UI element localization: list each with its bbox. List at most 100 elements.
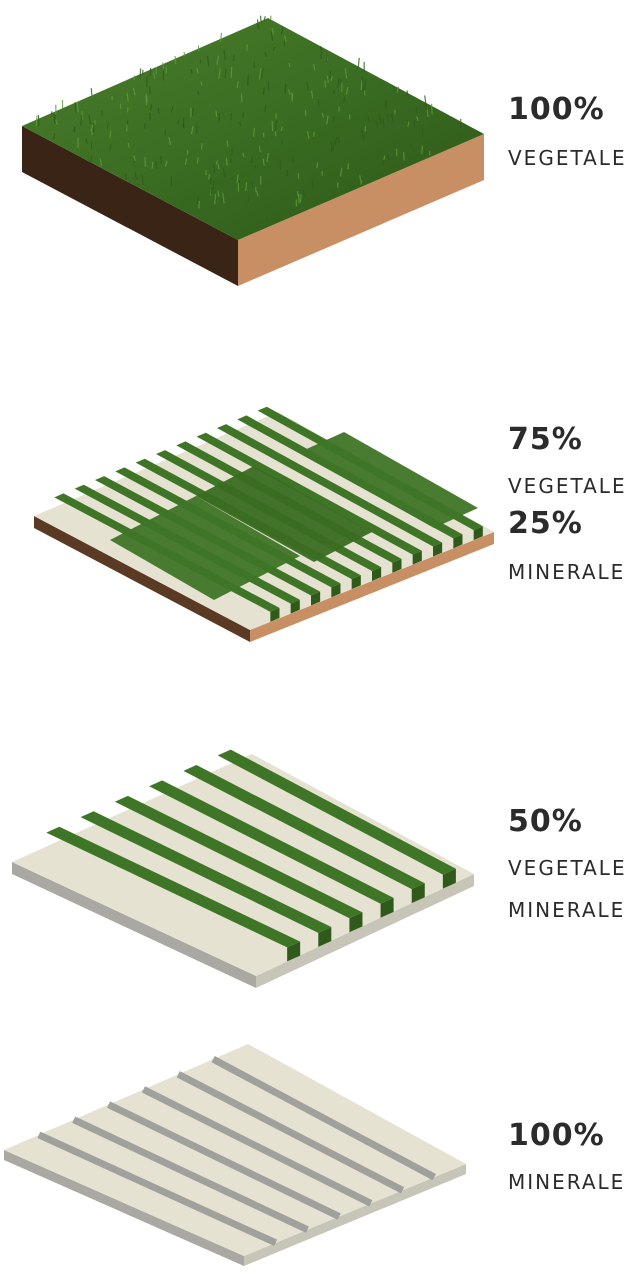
- grass-blade: [210, 186, 212, 195]
- grass-blade: [280, 126, 283, 132]
- block-3-mixed-50: [12, 749, 474, 988]
- grass-blade: [222, 192, 225, 204]
- grass-blade: [286, 169, 289, 176]
- block-2-word-minerale: MINERALE: [508, 560, 626, 584]
- block-2-grass-patch-a: [110, 496, 300, 600]
- grass-blade: [260, 68, 264, 79]
- block-1-soil-side: [238, 134, 484, 286]
- grass-blade: [262, 86, 265, 95]
- grass-blade: [390, 113, 394, 122]
- grass-blade: [134, 172, 138, 180]
- grass-blade: [396, 86, 400, 93]
- block-2-percent-minerale: 25%: [508, 506, 583, 541]
- block-2-strip-side: [433, 542, 443, 557]
- block-3-strip-top: [183, 764, 425, 890]
- grass-blade: [239, 121, 242, 127]
- block-1-word-vegetale: VEGETALE: [508, 146, 627, 170]
- block-4-stone-top: [4, 1044, 466, 1256]
- block-2-grass-patch-b: [196, 466, 372, 562]
- block-3-strip-top: [114, 795, 363, 919]
- grass-blade: [230, 113, 233, 121]
- block-2-soil-front: [34, 516, 250, 642]
- grass-blade: [361, 129, 364, 139]
- block-1-full-grass: [22, 15, 484, 286]
- block-4-joint: [141, 1086, 373, 1207]
- grass-blade: [325, 52, 328, 62]
- block-4-joint: [107, 1101, 341, 1220]
- grass-blade: [291, 93, 294, 100]
- grass-blade: [416, 116, 419, 121]
- grass-blade: [126, 92, 129, 102]
- block-2-side-edge: [250, 532, 494, 642]
- block-2-strip-side: [372, 567, 382, 581]
- grass-blade: [90, 88, 93, 96]
- grass-blade: [343, 96, 346, 103]
- block-3-stone-front: [12, 862, 256, 988]
- grass-blade: [383, 155, 386, 161]
- block-3-strip-top: [217, 749, 456, 875]
- grass-blade: [316, 162, 319, 168]
- grass-blade: [85, 138, 88, 144]
- block-4-full-stone: [4, 1044, 466, 1266]
- grass-blade: [217, 164, 220, 170]
- grass-blade: [215, 110, 218, 118]
- grass-blade: [190, 125, 194, 135]
- grass-blade: [272, 46, 276, 52]
- grass-blade: [329, 70, 332, 79]
- block-3-strip-top: [149, 780, 394, 904]
- block-4-joint: [37, 1131, 278, 1247]
- grass-blade: [199, 59, 202, 64]
- grass-blade: [133, 155, 136, 162]
- block-4-joint: [211, 1056, 436, 1181]
- block-3-strip-side: [318, 926, 332, 947]
- block-2-strip-side: [270, 607, 280, 622]
- grass-blade: [132, 87, 136, 96]
- grass-blade: [254, 164, 257, 170]
- block-2-strip-top: [196, 432, 422, 555]
- grass-blade: [302, 189, 306, 197]
- grass-blade: [292, 155, 294, 163]
- grass-blade: [53, 132, 56, 140]
- block-2-word-vegetale: VEGETALE: [508, 474, 627, 498]
- grass-blade: [132, 160, 135, 165]
- grass-blade: [109, 144, 112, 152]
- grass-blade: [216, 55, 219, 65]
- grass-blade: [386, 113, 390, 123]
- grass-blade: [157, 107, 160, 115]
- grass-blade: [267, 81, 270, 92]
- block-2-strip-side: [351, 575, 361, 590]
- grass-blade: [226, 140, 229, 147]
- grass-blade: [339, 167, 343, 177]
- grass-blade: [330, 76, 333, 82]
- grass-blade: [106, 122, 110, 129]
- grass-blade: [197, 90, 200, 96]
- grass-blade: [271, 27, 274, 35]
- grass-blade: [50, 111, 53, 117]
- grass-blade: [200, 81, 203, 87]
- grass-blade: [90, 155, 93, 162]
- grass-blade: [288, 89, 291, 96]
- grass-blade: [151, 161, 154, 169]
- block-2-strip-side: [412, 550, 422, 565]
- grass-blade: [274, 131, 277, 137]
- grass-blade: [288, 62, 291, 68]
- grass-blade: [53, 113, 56, 124]
- grass-blade: [90, 124, 94, 130]
- block-3-strip-side: [287, 941, 301, 962]
- block-3-stone-side: [256, 874, 474, 988]
- grass-blade: [264, 105, 267, 112]
- grass-blade: [319, 45, 322, 51]
- block-1-soil-front: [22, 126, 238, 286]
- grass-blade: [280, 26, 284, 35]
- grass-blade: [232, 54, 235, 62]
- grass-blade: [225, 157, 228, 166]
- block-3-strip-top: [80, 811, 332, 933]
- grass-blade: [206, 55, 210, 67]
- block-3-strip-side: [349, 912, 363, 933]
- grass-blade: [141, 175, 144, 186]
- grass-blade: [406, 90, 409, 96]
- grass-blade: [407, 121, 410, 127]
- grass-blade: [367, 116, 370, 123]
- grass-blade: [99, 158, 103, 167]
- block-2-strip-side: [290, 599, 300, 614]
